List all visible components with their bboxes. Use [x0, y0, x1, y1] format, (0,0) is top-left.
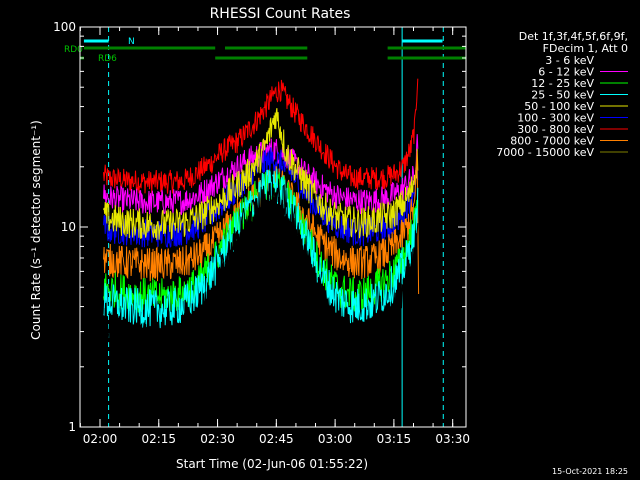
- series-line-50-100-keV: [103, 108, 419, 240]
- x-tick-label-1: 02:15: [141, 432, 176, 446]
- y-tick-label-0: 1: [68, 420, 76, 434]
- series-line-6-12-keV: [103, 134, 419, 216]
- legend-entry-label-4: 50 - 100 keV: [524, 100, 594, 113]
- legend-entry-label-2: 12 - 25 keV: [531, 77, 594, 90]
- series-line-300-800-keV: [103, 78, 419, 194]
- series-line-3-6-keV: [103, 176, 419, 366]
- legend-entry-label-0: 3 - 6 keV: [545, 54, 594, 67]
- y-axis-label: Count Rate (s⁻¹ detector segment⁻¹): [29, 120, 43, 340]
- x-tick-label-2: 02:30: [200, 432, 235, 446]
- chart-title: RHESSI Count Rates: [210, 6, 351, 22]
- y-tick-label-2: 100: [53, 20, 76, 34]
- legend-entry-label-5: 100 - 300 keV: [517, 112, 594, 125]
- render-timestamp: 15-Oct-2021 18:25: [552, 467, 628, 476]
- x-tick-label-4: 03:00: [318, 432, 353, 446]
- y-tick-label-1: 10: [61, 220, 76, 234]
- x-tick-label-0: 02:00: [83, 432, 118, 446]
- axes-layer: 1 10 100 02:00 02:15 02:30 02:45 03:00 03:15 03:3…: [53, 20, 470, 446]
- series-layer: [103, 78, 420, 366]
- legend: Det 1f,3f,4f,5f,6f,9f, FDecim 1, Att 0 3…: [496, 30, 628, 159]
- x-tick-label-6: 03:30: [435, 432, 470, 446]
- x-tick-label-5: 03:15: [377, 432, 412, 446]
- legend-header-line-1: Det 1f,3f,4f,5f,6f,9f,: [519, 30, 628, 43]
- legend-entry-label-3: 25 - 50 keV: [531, 89, 594, 102]
- legend-header-line-2: FDecim 1, Att 0: [543, 42, 628, 55]
- legend-entry-label-1: 6 - 12 keV: [538, 66, 594, 79]
- rd0-bar-label: RD0: [64, 45, 83, 55]
- legend-entry-label-8: 7000 - 15000 keV: [496, 146, 594, 159]
- legend-entry-label-7: 800 - 7000 keV: [510, 135, 594, 148]
- rd6-bar-label: RD6: [98, 54, 117, 64]
- n-bar-label: N: [128, 37, 135, 47]
- attenuator-bars: N RD0 RD6: [64, 37, 466, 64]
- x-axis-label: Start Time (02-Jun-06 01:55:22): [176, 457, 368, 471]
- legend-entry-label-6: 300 - 800 keV: [517, 123, 594, 136]
- x-tick-label-3: 02:45: [259, 432, 294, 446]
